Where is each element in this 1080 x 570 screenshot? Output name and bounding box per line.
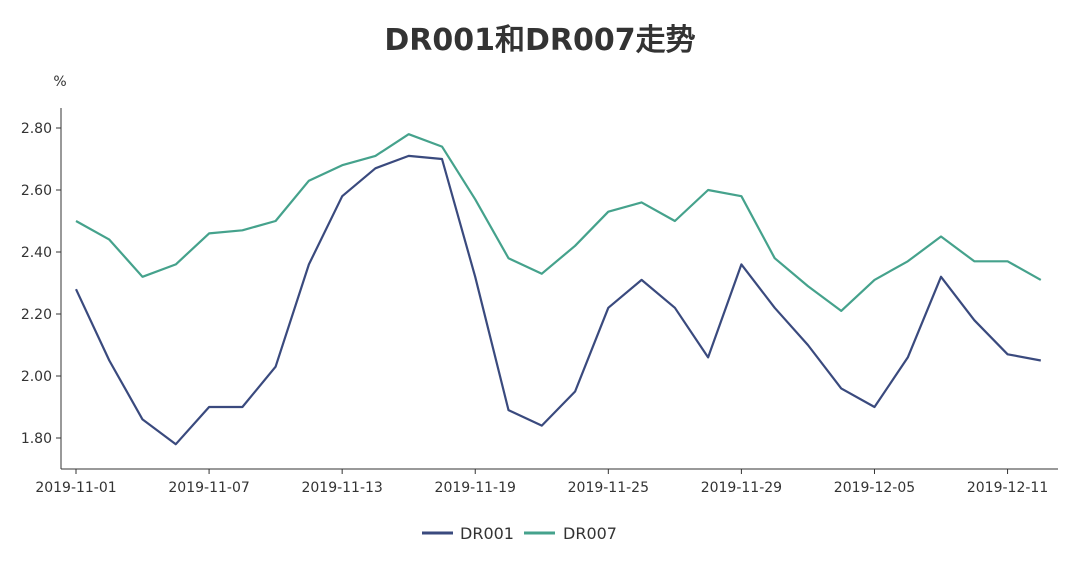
y-axis-unit-label: % <box>53 74 66 90</box>
y-tick-label: 2.80 <box>21 121 52 137</box>
legend-label: DR001 <box>460 524 514 543</box>
legend-item-dr007[interactable]: DR007 <box>524 524 617 543</box>
axes: 1.80 2.00 2.20 2.40 2.60 2.80 2019-11-01 2019-1… <box>21 108 1058 496</box>
series-layer <box>75 133 1042 446</box>
y-tick-label: 2.60 <box>21 183 52 199</box>
y-tick-label: 2.40 <box>21 245 52 261</box>
y-tick-label: 2.20 <box>21 307 52 323</box>
legend-item-dr001[interactable]: DR001 <box>422 524 514 543</box>
x-tick-label: 2019-12-11 <box>967 480 1048 496</box>
x-tick-label: 2019-11-29 <box>701 480 782 496</box>
x-tick-label: 2019-11-25 <box>568 480 649 496</box>
chart-title: DR001和DR007走势 <box>384 23 695 58</box>
series-line-dr001 <box>75 154 1042 446</box>
x-tick-label: 2019-11-13 <box>301 480 382 496</box>
legend-label: DR007 <box>563 524 617 543</box>
x-tick-label: 2019-11-07 <box>168 480 249 496</box>
x-tick-label: 2019-11-01 <box>35 480 116 496</box>
y-tick-label: 2.00 <box>21 369 52 385</box>
x-tick-label: 2019-12-05 <box>834 480 915 496</box>
series-line-dr007 <box>75 133 1042 312</box>
x-tick-label: 2019-11-19 <box>435 480 516 496</box>
y-tick-label: 1.80 <box>21 431 52 447</box>
legend: DR001 DR007 <box>422 524 617 543</box>
